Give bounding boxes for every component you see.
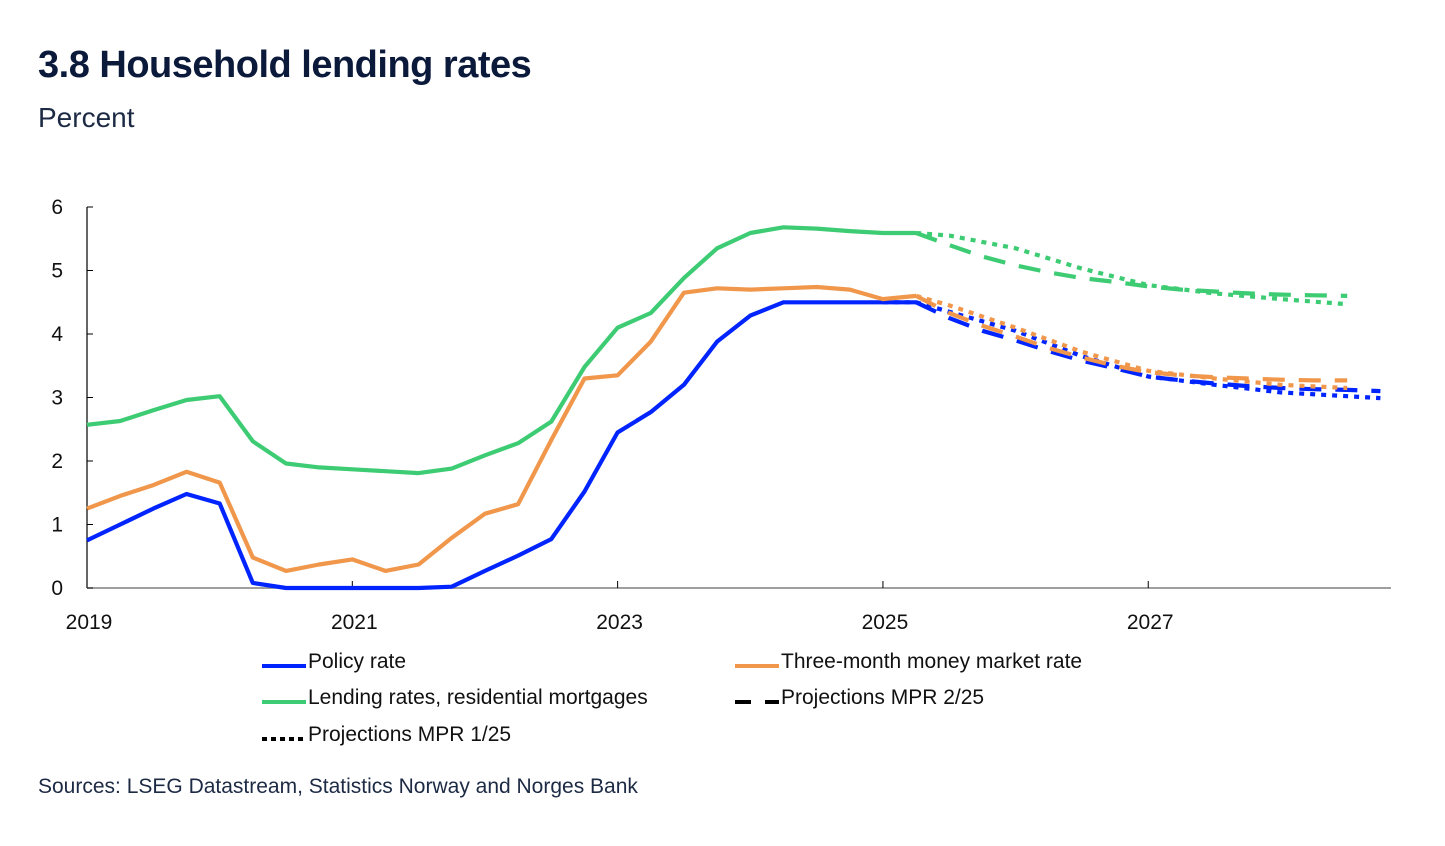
legend-label: Projections MPR 2/25 — [781, 686, 985, 709]
y-tick-label: 0 — [51, 577, 63, 600]
series-group — [86, 225, 1381, 591]
legend-label: Policy rate — [308, 650, 407, 673]
series-line-policy-rate-projections-mpr-1-25 — [882, 300, 1381, 401]
series-line-three-month-projections-mpr-2-25 — [915, 294, 1348, 383]
legend-item-mpr-2-25: Projections MPR 2/25 — [735, 686, 984, 710]
chart-title: 3.8 Household lending rates — [38, 44, 532, 86]
series-line-lending-rates-residential-mortgages — [86, 225, 917, 476]
axes: 0 1 2 3 4 5 6 2019 2021 2023 2025 2027 — [51, 196, 1391, 634]
x-tick-label: 2025 — [862, 611, 909, 634]
y-tick-label: 1 — [51, 514, 63, 537]
chart-subtitle: Percent — [38, 102, 135, 133]
legend-item-policy: Policy rate — [262, 650, 406, 674]
y-tick-label: 2 — [51, 450, 63, 473]
x-tick-label: 2027 — [1127, 611, 1174, 634]
legend-item-mpr-1-25: Projections MPR 1/25 — [262, 723, 511, 747]
series-line-three-month-projections-mpr-1-25 — [915, 293, 1348, 391]
legend-label: Lending rates, residential mortgages — [308, 686, 648, 709]
sources-note: Sources: LSEG Datastream, Statistics Nor… — [38, 775, 638, 798]
x-tick-label: 2021 — [331, 611, 378, 634]
legend-item-lending: Lending rates, residential mortgages — [262, 686, 648, 710]
legend-swatch-dashed-black — [735, 691, 779, 705]
legend-swatch-dotted-black — [262, 728, 306, 742]
legend-label: Three-month money market rate — [781, 650, 1083, 673]
series-line-policy-rate — [86, 300, 917, 591]
legend-swatch-solid-green — [262, 691, 306, 705]
legend-swatch-solid-blue — [262, 655, 306, 669]
series-line-policy-rate-projections-mpr-2-25 — [915, 300, 1381, 394]
y-tick-label: 4 — [51, 323, 63, 346]
series-line-lending-projections-mpr-1-25 — [915, 230, 1348, 307]
series-line-three-month-money-market-rate — [86, 284, 917, 574]
legend-item-money-market: Three-month money market rate — [735, 650, 1082, 674]
y-tick-label: 5 — [51, 260, 63, 283]
series-line-lending-projections-mpr-2-25 — [915, 231, 1348, 298]
x-tick-label: 2019 — [66, 611, 113, 634]
legend-label: Projections MPR 1/25 — [308, 723, 512, 746]
y-tick-label: 6 — [51, 196, 63, 219]
legend-swatch-solid-orange — [735, 655, 779, 669]
y-tick-label: 3 — [51, 387, 63, 410]
x-tick-label: 2023 — [596, 611, 643, 634]
